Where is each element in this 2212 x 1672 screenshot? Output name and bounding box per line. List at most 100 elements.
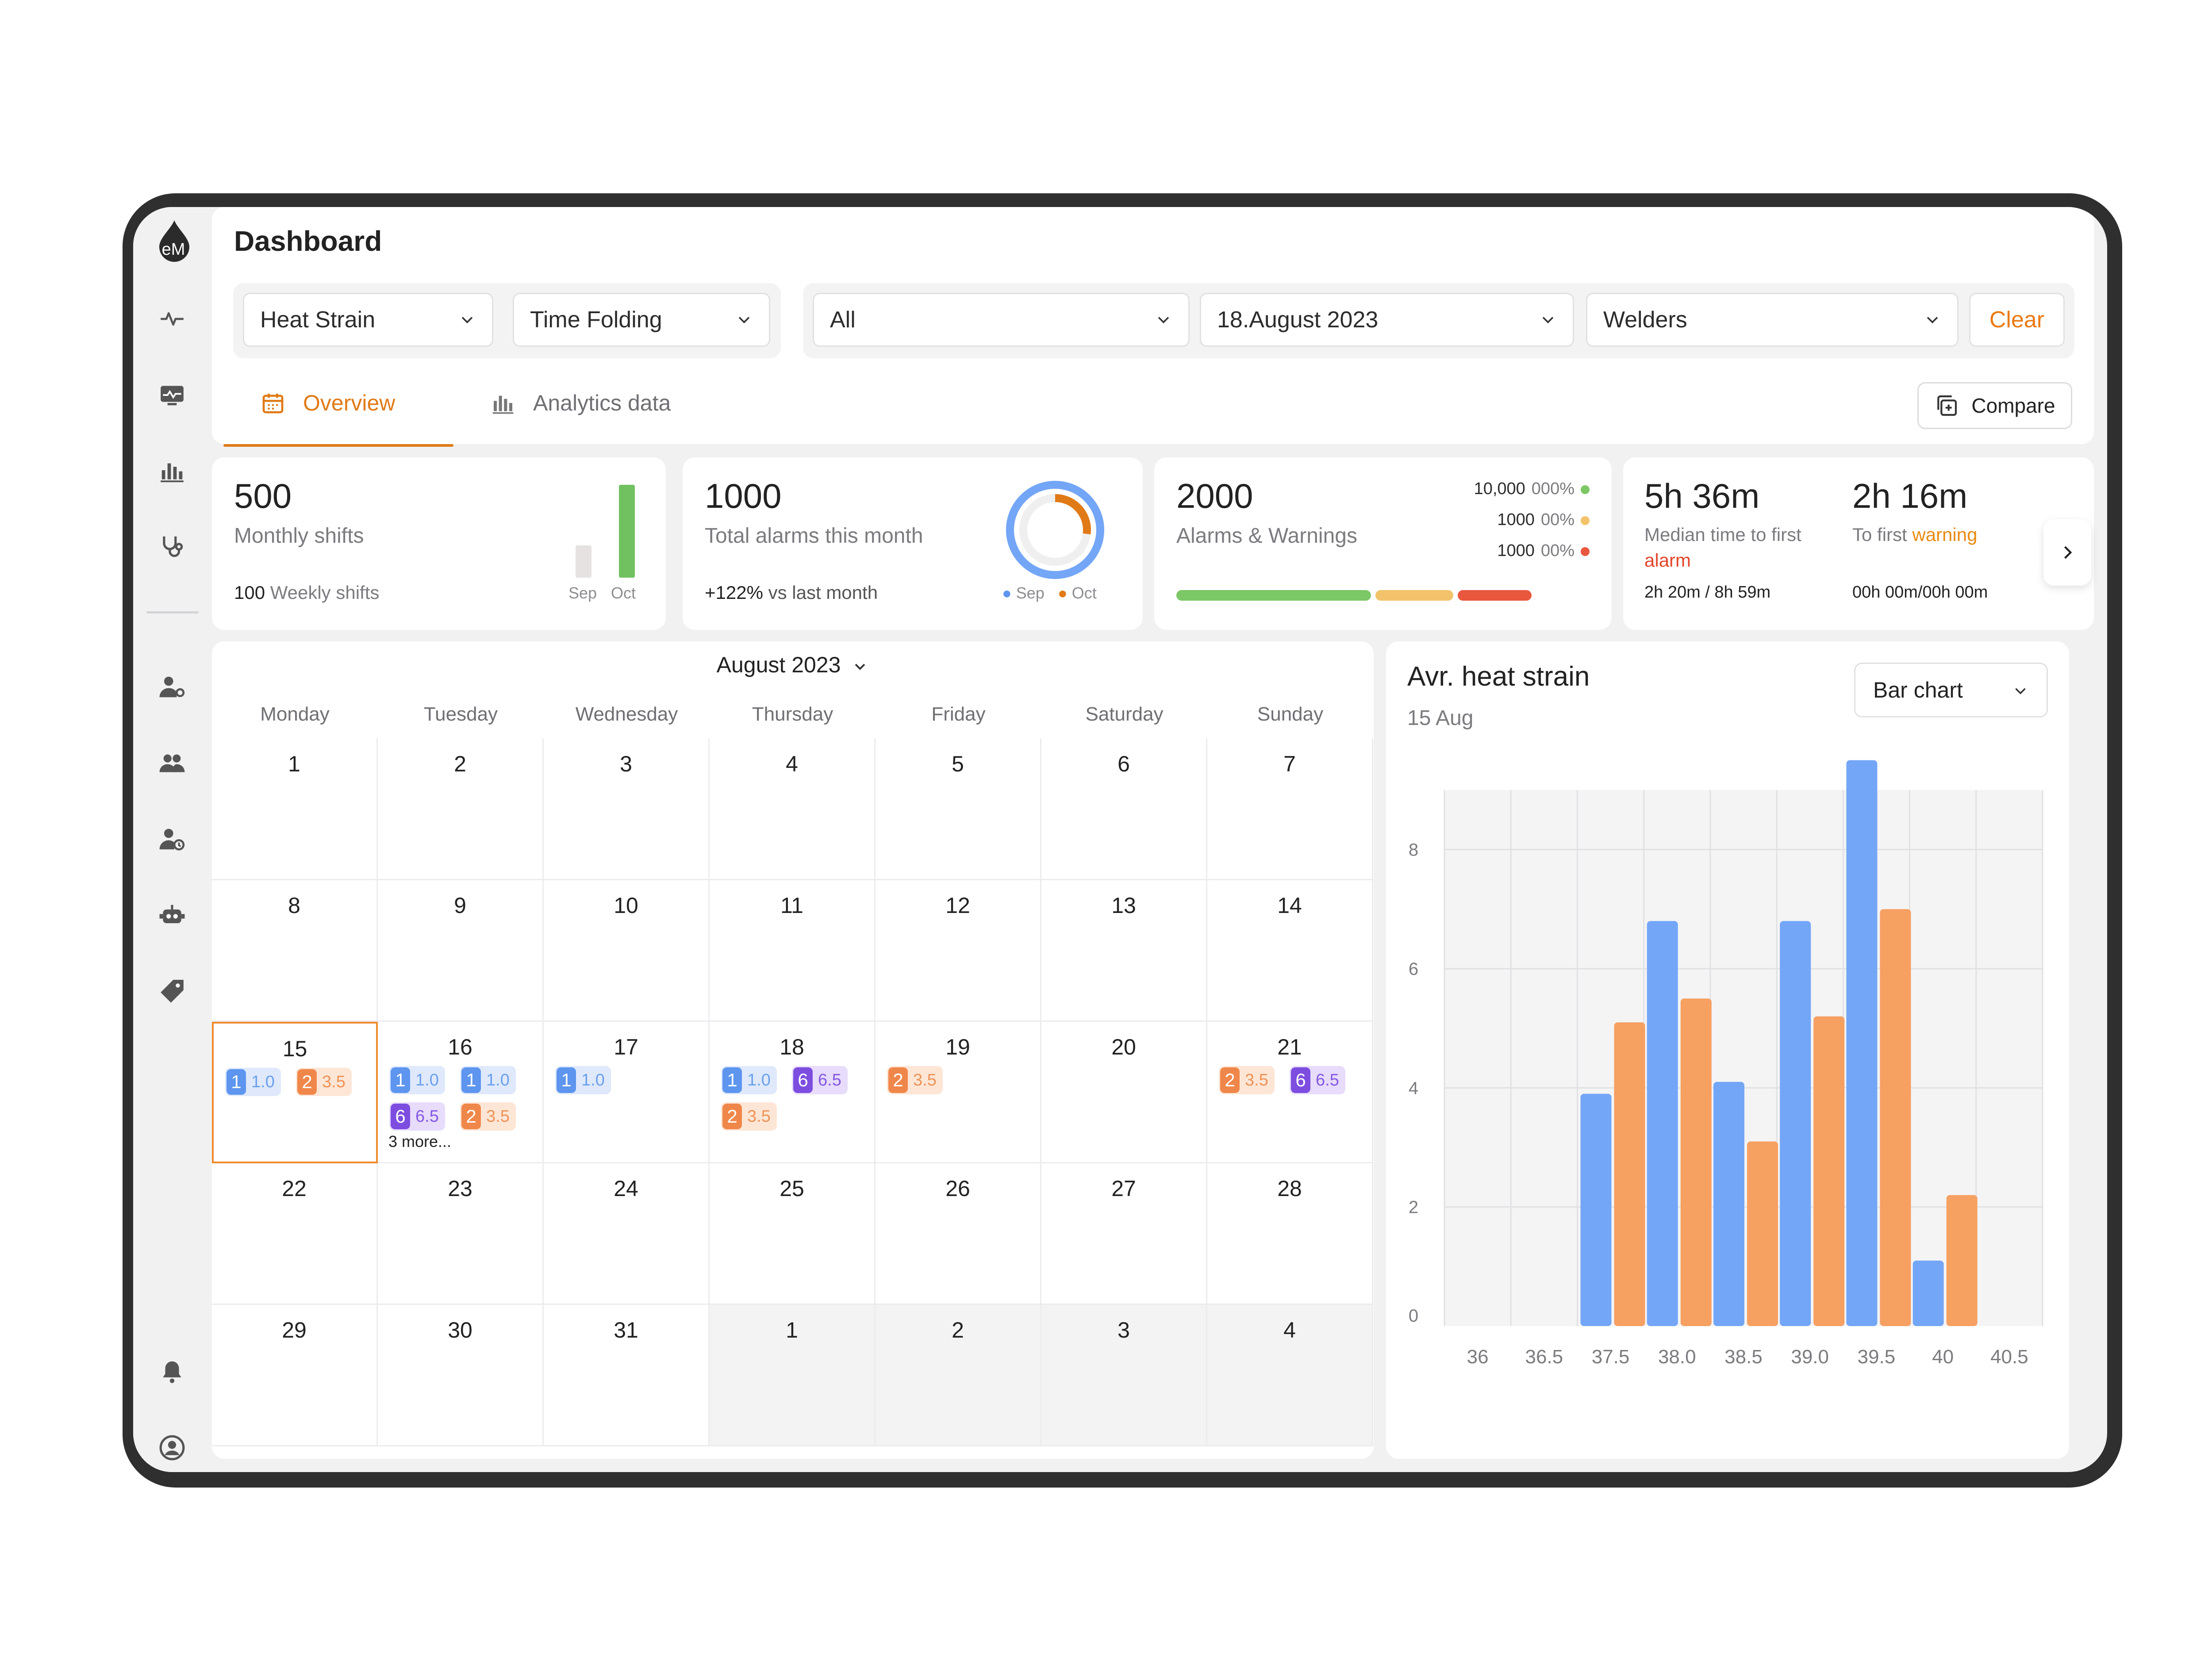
chevron-down-icon [855,663,865,670]
bar-blue-39.5[interactable] [1846,760,1878,1326]
scope-dropdown[interactable]: All [813,293,1190,347]
event-badge[interactable]: 6 6.5 [792,1066,848,1094]
calendar-day-next-1[interactable]: 1 [710,1305,876,1446]
calendar-day-26[interactable]: 26 [876,1163,1041,1305]
calendar-day-28[interactable]: 28 [1207,1163,1373,1305]
calendar-day-29[interactable]: 29 [212,1305,378,1446]
warnings-row-count: 10,000 [1474,479,1525,498]
tab-overview[interactable]: Overview [261,379,395,427]
bar-blue-38.5[interactable] [1713,1081,1744,1326]
calendar-day-next-3[interactable]: 3 [1041,1305,1207,1446]
next-cards-button[interactable] [2043,519,2091,586]
calendar-day-13[interactable]: 13 [1041,880,1207,1022]
calendar-day-7[interactable]: 7 [1207,739,1373,880]
logo-icon[interactable]: eM [157,220,191,263]
calendar-day-2[interactable]: 2 [378,739,544,880]
robot-icon[interactable] [157,901,187,930]
event-badge[interactable]: 1 1.0 [721,1066,777,1094]
calendar-month-selector[interactable]: August 2023 [212,652,1374,678]
calendar-day-27[interactable]: 27 [1041,1163,1207,1305]
calendar-day-next-4[interactable]: 4 [1207,1305,1373,1446]
event-badge[interactable]: 2 3.5 [887,1066,943,1094]
bar-blue-39[interactable] [1780,921,1811,1326]
event-badge-count: 6 [793,1067,813,1093]
monitor-icon[interactable] [157,380,187,410]
event-badge-value: 3.5 [747,1107,771,1126]
calendar-day-1[interactable]: 1 [212,739,378,880]
calendar-day-24[interactable]: 24 [544,1163,710,1305]
first-warning-foot: 00h 00m/00h 00m [1852,583,1988,602]
calendar-day-16[interactable]: 16 1 1.0 1 1.0 6 6.5 2 3.5 3 more... [378,1022,544,1163]
calendar-day-18[interactable]: 18 1 1.0 6 6.5 2 3.5 [710,1022,876,1163]
calendar-day-11[interactable]: 11 [710,880,876,1022]
bar-orange-40[interactable] [1946,1195,1978,1326]
event-badge[interactable]: 2 3.5 [1219,1066,1275,1094]
calendar-day-19[interactable]: 19 2 3.5 [876,1022,1041,1163]
more-events-link[interactable]: 3 more... [388,1132,452,1150]
chart-type-dropdown[interactable]: Bar chart [1854,663,2048,717]
group-dropdown[interactable]: Welders [1586,293,1959,347]
day-number: 13 [1111,893,1136,918]
calendar-day-20[interactable]: 20 [1041,1022,1207,1163]
calendar-day-17[interactable]: 17 1 1.0 [544,1022,710,1163]
event-badge[interactable]: 2 3.5 [721,1102,777,1131]
calendar-day-4[interactable]: 4 [710,739,876,880]
bar-blue-38[interactable] [1647,921,1678,1326]
calendar-day-3[interactable]: 3 [544,739,710,880]
x-tick-label: 39.5 [1858,1346,1896,1368]
clear-button[interactable]: Clear [1969,293,2065,347]
date-dropdown[interactable]: 18.August 2023 [1200,293,1574,347]
user-clock-icon[interactable] [157,824,187,854]
bar-orange-38[interactable] [1680,998,1712,1326]
event-badge[interactable]: 1 1.0 [460,1066,516,1094]
calendar-day-12[interactable]: 12 [876,880,1041,1022]
metric-dropdown[interactable]: Heat Strain [243,293,493,347]
weekday-label: Sunday [1257,703,1324,725]
calendar-day-15[interactable]: 15 1 1.0 2 3.5 [212,1022,378,1163]
bar-blue-37.5[interactable] [1580,1093,1612,1326]
bar-orange-38.5[interactable] [1747,1141,1778,1326]
day-number: 19 [945,1035,970,1059]
user-profile-icon[interactable] [157,1433,187,1462]
event-badge[interactable]: 2 3.5 [296,1068,352,1096]
bell-icon[interactable] [157,1357,187,1386]
user-settings-icon[interactable] [157,672,187,702]
stethoscope-icon[interactable] [157,532,187,561]
chevron-down-icon [2015,688,2026,694]
calendar-day-9[interactable]: 9 [378,880,544,1022]
calendar-day-10[interactable]: 10 [544,880,710,1022]
tag-icon[interactable] [157,977,187,1006]
bar-orange-39.5[interactable] [1880,909,1911,1326]
calendar-day-21[interactable]: 21 2 3.5 6 6.5 [1207,1022,1373,1163]
bar-orange-37.5[interactable] [1614,1022,1645,1326]
event-badge-value: 1.0 [251,1072,275,1091]
event-badge[interactable]: 6 6.5 [389,1102,445,1131]
calendar-day-6[interactable]: 6 [1041,739,1207,880]
group-icon[interactable] [157,748,187,778]
calendar-day-30[interactable]: 30 [378,1305,544,1446]
calendar-day-22[interactable]: 22 [212,1163,378,1305]
compare-button[interactable]: Compare [1917,382,2072,429]
event-badge[interactable]: 2 3.5 [460,1102,516,1131]
tab-analytics-data[interactable]: Analytics data [491,379,671,427]
calendar-day-next-2[interactable]: 2 [876,1305,1041,1446]
day-number: 30 [448,1318,472,1342]
calendar-day-5[interactable]: 5 [876,739,1041,880]
calendar-day-8[interactable]: 8 [212,880,378,1022]
filter-group-right: All 18.August 2023 Welders Clear [803,283,2074,358]
event-badge[interactable]: 6 6.5 [1290,1066,1345,1094]
calendar-day-14[interactable]: 14 [1207,880,1373,1022]
chart-subtitle: 15 Aug [1407,706,1474,730]
event-badge[interactable]: 1 1.0 [389,1066,445,1094]
calendar-day-31[interactable]: 31 [544,1305,710,1446]
event-badge[interactable]: 1 1.0 [225,1068,281,1096]
calendar-day-25[interactable]: 25 [710,1163,876,1305]
bar-chart-icon[interactable] [157,456,187,485]
calendar-day-23[interactable]: 23 [378,1163,544,1305]
event-badge[interactable]: 1 1.0 [555,1066,611,1094]
mode-dropdown[interactable]: Time Folding [513,293,770,347]
sidebar: eM [133,207,212,1472]
activity-icon[interactable] [157,304,187,334]
bar-blue-40[interactable] [1912,1260,1944,1326]
bar-orange-39[interactable] [1813,1016,1845,1326]
